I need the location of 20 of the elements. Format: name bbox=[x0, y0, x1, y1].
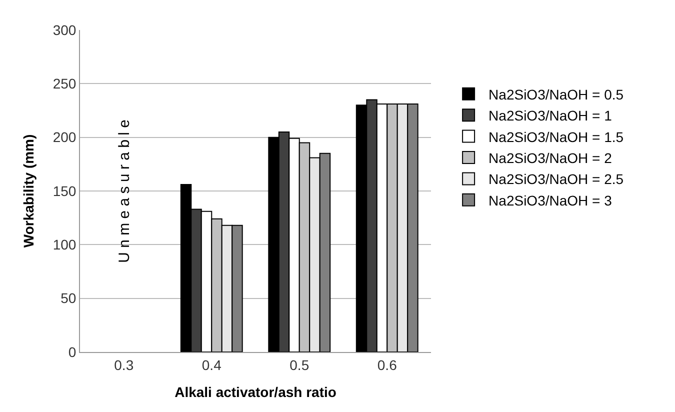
y-tick-label: 100 bbox=[52, 236, 76, 253]
legend-label: Na2SiO3/NaOH = 1.5 bbox=[488, 128, 624, 145]
x-tick-label: 0.4 bbox=[202, 356, 222, 373]
y-tick-label: 0 bbox=[68, 344, 76, 360]
legend-label: Na2SiO3/NaOH = 3 bbox=[488, 192, 612, 208]
y-tick-label: 200 bbox=[52, 129, 76, 146]
legend-label: Na2SiO3/NaOH = 0.5 bbox=[488, 86, 624, 102]
y-tick-label: 250 bbox=[52, 76, 76, 92]
y-tick-label: 150 bbox=[52, 182, 76, 199]
legend-label: Na2SiO3/NaOH = 2 bbox=[488, 150, 612, 166]
x-tick-label: 0.5 bbox=[290, 356, 310, 373]
y-tick-label: 50 bbox=[60, 290, 76, 306]
x-tick-label: 0.3 bbox=[114, 356, 134, 373]
legend-label: Na2SiO3/NaOH = 2.5 bbox=[488, 171, 624, 188]
y-tick-label: 300 bbox=[52, 22, 76, 38]
legend-label: Na2SiO3/NaOH = 1 bbox=[488, 108, 612, 124]
annotation: U n m e a s u r a b l e bbox=[116, 119, 133, 263]
y-axis-title: Workability (mm) bbox=[20, 134, 36, 248]
x-tick-label: 0.6 bbox=[377, 356, 398, 373]
x-axis-title: Alkali activator/ash ratio bbox=[174, 384, 336, 400]
